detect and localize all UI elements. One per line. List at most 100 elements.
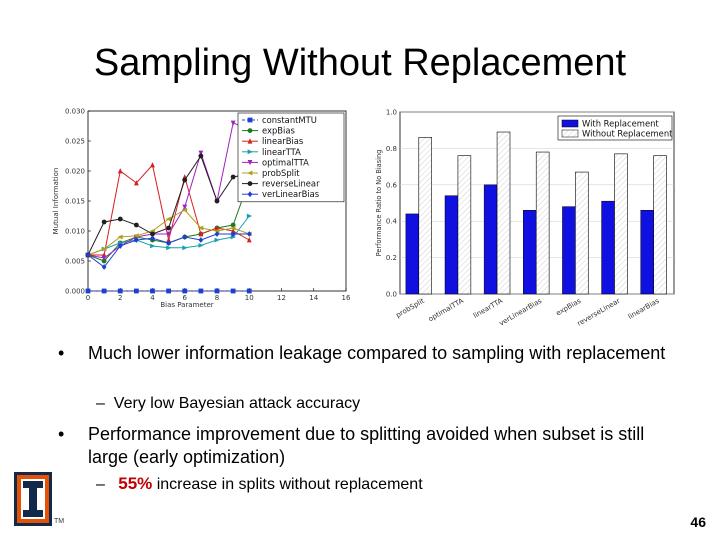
data-point-probSplit — [117, 234, 123, 240]
data-point-verLinearBias — [117, 243, 123, 249]
bullet-1-text: Much lower information leakage compared … — [88, 343, 666, 363]
y-tick-label: 0.005 — [65, 258, 85, 266]
data-point-optimalTTA — [101, 255, 107, 261]
bullet-2-text: Performance improvement due to splitting… — [88, 424, 645, 467]
data-point-constantMTU — [182, 288, 188, 294]
x-tick-label: 0 — [86, 294, 90, 302]
y-tick-label: 0.0 — [386, 291, 397, 299]
data-point-reverseLinear — [101, 219, 107, 225]
x-tick-label: probSplit — [395, 297, 426, 320]
legend-marker — [247, 191, 253, 198]
y-tick-label: 0.8 — [386, 145, 397, 153]
data-point-linearTTA — [230, 234, 237, 240]
data-point-reverseLinear — [230, 174, 236, 180]
legend-marker — [247, 117, 253, 123]
legend-entry: reverseLinear — [262, 179, 320, 189]
data-point-constantMTU — [230, 288, 236, 294]
data-point-probSplit — [101, 246, 107, 252]
y-axis-label: Mutual Information — [52, 168, 60, 235]
y-tick-label: 0.000 — [65, 288, 85, 296]
data-point-linearBias — [150, 162, 155, 168]
data-point-constantMTU — [85, 288, 91, 294]
slide-title: Sampling Without Replacement — [93, 42, 627, 84]
data-point-reverseLinear — [133, 222, 139, 228]
data-point-constantMTU — [101, 288, 107, 294]
bullet-marker: • — [58, 424, 65, 444]
data-point-probSplit — [214, 228, 220, 234]
data-point-linearTTA — [198, 243, 204, 248]
bar-with-replacement — [444, 195, 459, 295]
y-tick-label: 0.4 — [386, 218, 398, 226]
legend-entry: optimalTTA — [262, 157, 309, 167]
data-point-linearTTA — [182, 245, 188, 251]
data-point-optimalTTA — [230, 120, 236, 126]
x-tick-label: optimalTTA — [427, 297, 465, 324]
legend-entry: expBias — [262, 126, 295, 136]
y-tick-label: 0.010 — [65, 228, 85, 236]
y-tick-label: 0.6 — [386, 181, 398, 189]
sub-bullet-marker: – — [96, 476, 105, 493]
bar-chart: 0.0 0.2 0.4 0.6 0.8 1.0 Performance Ratio to N… — [375, 109, 675, 326]
highlight-percentage: 55% — [118, 474, 153, 493]
data-point-reverseLinear — [214, 198, 220, 204]
data-point-expBias — [101, 258, 107, 264]
data-point-linearBias — [133, 180, 139, 186]
legend-entry: Without Replacement — [582, 129, 673, 139]
data-point-verLinearBias — [133, 237, 139, 243]
sub-bullet-2: – 55% increase in splits without replace… — [96, 474, 423, 494]
y-tick-label: 0.020 — [65, 168, 85, 176]
data-point-constantMTU — [198, 288, 204, 294]
x-tick-label: verLinearBias — [498, 297, 544, 326]
data-point-linearBias — [117, 168, 123, 174]
data-point-linearBias — [214, 225, 220, 231]
data-point-linearTTA — [166, 245, 172, 251]
y-axis-label: Performance Ratio to No Biasing — [375, 150, 383, 257]
bullet-2: • Performance improvement due to splitti… — [58, 423, 678, 469]
data-point-verLinearBias — [214, 231, 220, 237]
bar-with-replacement — [601, 200, 615, 295]
x-tick-label: 2 — [118, 294, 122, 302]
x-tick-label: 8 — [215, 294, 219, 302]
y-tick-label: 0.030 — [65, 108, 85, 116]
data-point-linearTTA — [150, 243, 156, 249]
bullet-marker: • — [58, 343, 65, 363]
legend-entry: linearBias — [262, 136, 303, 146]
x-tick-label: 10 — [245, 294, 254, 302]
data-point-linearBias — [230, 228, 236, 234]
university-logo-icon — [14, 472, 52, 526]
data-point-optimalTTA — [182, 204, 188, 210]
legend-marker — [247, 170, 253, 176]
data-point-probSplit — [165, 216, 172, 222]
bar-with-replacement — [562, 206, 576, 295]
data-point-reverseLinear — [166, 225, 172, 231]
legend-marker — [247, 181, 253, 186]
data-point-probSplit — [197, 225, 204, 231]
legend-marker — [247, 160, 253, 166]
data-point-constantMTU — [166, 288, 172, 294]
data-point-constantMTU — [150, 288, 155, 294]
data-point-constantMTU — [246, 288, 252, 294]
legend-box — [237, 112, 345, 203]
data-point-linearBias — [246, 237, 252, 243]
sub-bullet-1: – Very low Bayesian attack accuracy — [96, 395, 360, 413]
data-point-reverseLinear — [182, 177, 188, 183]
legend-swatch — [561, 129, 579, 138]
x-tick-label: linearTTA — [472, 297, 504, 320]
data-point-verLinearBias — [150, 235, 155, 242]
bar-without-replacement — [614, 153, 628, 295]
legend-marker — [247, 138, 253, 144]
x-tick-label: reverseLinear — [576, 297, 622, 326]
sub-bullet-2-text: increase in splits without replacement — [152, 476, 423, 493]
bar-with-replacement — [523, 210, 537, 295]
legend-marker — [247, 128, 253, 133]
y-tick-label: 1.0 — [386, 109, 397, 117]
data-point-reverseLinear — [150, 231, 155, 237]
data-point-probSplit — [133, 233, 139, 239]
sub-bullet-1-text: Very low Bayesian attack accuracy — [113, 395, 361, 412]
data-point-constantMTU — [133, 288, 139, 294]
data-point-reverseLinear — [117, 216, 123, 222]
data-point-verLinearBias — [198, 237, 204, 243]
bar-without-replacement — [535, 151, 550, 295]
data-point-probSplit — [181, 207, 188, 213]
data-point-verLinearBias — [182, 234, 188, 240]
